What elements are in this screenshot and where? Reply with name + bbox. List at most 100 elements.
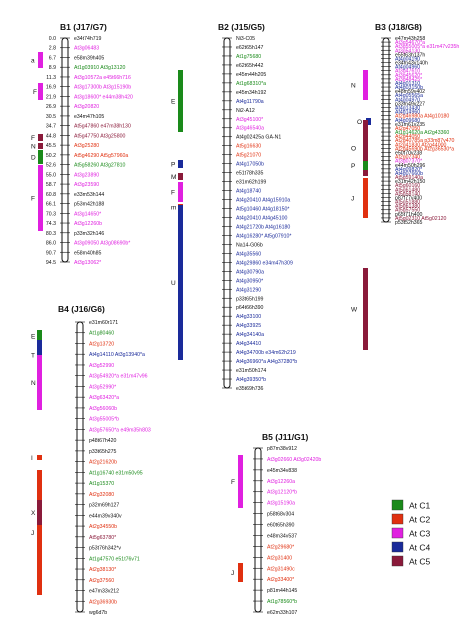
- synteny-block: [37, 470, 42, 595]
- block-label: P: [351, 163, 355, 170]
- marker-label: At2g41830 At2g44000: [395, 142, 446, 148]
- marker-label: e44m50h296: [395, 163, 425, 169]
- marker-label: At4g02425a GA-N1: [236, 135, 281, 141]
- marker-label: p53t52h365: [395, 220, 423, 226]
- marker-label: e31m42h150: [395, 179, 425, 185]
- block-label: D: [31, 155, 36, 162]
- marker-label: At4g14110 At3g13940*a: [89, 352, 145, 358]
- marker-label: At4g18740: [236, 189, 261, 195]
- marker-label: At3g12260a: [267, 479, 295, 485]
- marker-label: At1g80460: [89, 331, 114, 337]
- marker-label: At2g31490c: [267, 566, 295, 572]
- marker-label: At2g46980a At4g10180: [395, 114, 449, 120]
- marker-label: At2g38130*: [89, 567, 116, 573]
- block-label: N: [351, 83, 356, 90]
- marker-label: At5g61480: [395, 187, 420, 193]
- marker-label: At4g05565a: [395, 93, 423, 99]
- marker-label: p81m44h145: [267, 588, 297, 594]
- marker-position: 8.9: [49, 65, 56, 71]
- marker-label: At5g21070: [236, 153, 261, 159]
- marker-label: At2g45690b At2g36530*a: [395, 146, 454, 152]
- marker-label: e48m34v537: [267, 533, 297, 539]
- marker-position: 70.3: [46, 211, 56, 217]
- marker-label: At5g59140a: [395, 175, 423, 181]
- marker-label: At3g25280: [74, 143, 99, 149]
- marker-label: At2g21620b: [89, 460, 117, 466]
- group-title-4: B4 (J16/G6): [58, 304, 105, 314]
- marker-label: At2g47050: [395, 126, 420, 132]
- block-label: N: [31, 380, 36, 387]
- marker-label: At4g39350*b: [236, 377, 266, 383]
- marker-label: p33m49v227: [395, 101, 425, 107]
- marker-label: At3g07370*: [395, 159, 422, 165]
- marker-label: At4g07660b: [395, 171, 423, 177]
- synteny-block: [178, 173, 183, 180]
- marker-label: p32m69h127: [89, 503, 119, 509]
- synteny-block: [178, 70, 183, 132]
- marker-label: At3g54670*a: [395, 40, 425, 46]
- marker-label: At3g54130: [395, 48, 420, 54]
- chromosome-bar-5: [254, 447, 262, 613]
- marker-label: At4g34700b e34m62h219: [236, 350, 296, 356]
- legend-label: At C4: [409, 543, 431, 553]
- marker-label: At4g03150b: [395, 85, 423, 91]
- marker-label: At4g20410 At4g45100: [236, 215, 287, 221]
- marker-label: At1g78560*b: [267, 599, 297, 605]
- legend-swatch: [391, 499, 404, 511]
- legend-swatch: [391, 527, 404, 539]
- synteny-block: [238, 563, 243, 582]
- synteny-block: [363, 178, 368, 218]
- marker-label: At3g45620*: [395, 73, 422, 79]
- marker-label: At3g56060b: [89, 406, 117, 412]
- marker-label: At5g47860 e47m38h130: [74, 124, 131, 130]
- synteny-block: [38, 143, 43, 149]
- synteny-block: [37, 330, 42, 342]
- marker-label: At1g15370: [89, 481, 114, 487]
- marker-position: 86.0: [46, 241, 56, 247]
- marker-label: p33t65h275: [89, 449, 117, 455]
- marker-label: At4g35560: [236, 251, 261, 257]
- block-label: m: [171, 205, 176, 212]
- marker-label: At3g52990*: [89, 384, 116, 390]
- marker-label: At4g34410: [236, 341, 261, 347]
- marker-label: At4g30950*: [236, 278, 263, 284]
- marker-label: p87t77v400: [395, 195, 422, 201]
- block-label: F: [31, 196, 35, 203]
- marker-label: At4g21720b At4g16180: [236, 224, 290, 230]
- marker-label: At3g47610: [395, 69, 420, 75]
- marker-label: At3g23890: [74, 172, 99, 178]
- marker-label: At2g31400: [267, 555, 292, 561]
- marker-position: 6.7: [49, 55, 56, 61]
- block-label: M: [171, 174, 176, 181]
- legend-label: At C3: [409, 529, 431, 539]
- block-label: J: [351, 196, 354, 203]
- marker-label: Ni2-A12: [236, 108, 255, 114]
- marker-label: e48m59v402: [395, 89, 425, 95]
- marker-label: At4g30790a: [236, 269, 264, 275]
- marker-label: At2g13720: [89, 341, 114, 347]
- marker-label: At4g33925: [236, 323, 261, 329]
- synteny-block: [38, 83, 43, 100]
- marker-label: e58m39h405: [74, 55, 104, 61]
- marker-label: p65t71h400: [395, 212, 423, 218]
- chromosome-bar-1: [61, 37, 69, 263]
- marker-position: 74.3: [46, 221, 56, 227]
- block-label: O: [351, 146, 356, 153]
- marker-label: e62m33h107: [267, 610, 297, 616]
- marker-label: e31m61v235: [395, 122, 425, 128]
- marker-label: p53t76h342*v: [89, 546, 121, 552]
- synteny-block: [366, 118, 371, 125]
- block-label: O: [357, 119, 362, 126]
- chromosome-bar-4: [76, 321, 84, 613]
- marker-label: e31m60r171: [89, 320, 118, 326]
- legend-label: At C2: [409, 515, 431, 525]
- synteny-block: [37, 355, 42, 410]
- group-title-1: B1 (J17/G7): [60, 22, 107, 32]
- marker-position: 94.5: [46, 260, 56, 266]
- marker-label: Ni3-C05: [236, 36, 255, 42]
- marker-label: At2g29680*: [267, 544, 294, 550]
- marker-label: p33t65h199: [236, 296, 264, 302]
- marker-label: e55t63h137h: [395, 52, 425, 58]
- marker-label: e62t65h147: [236, 45, 264, 51]
- block-label: F: [231, 479, 235, 486]
